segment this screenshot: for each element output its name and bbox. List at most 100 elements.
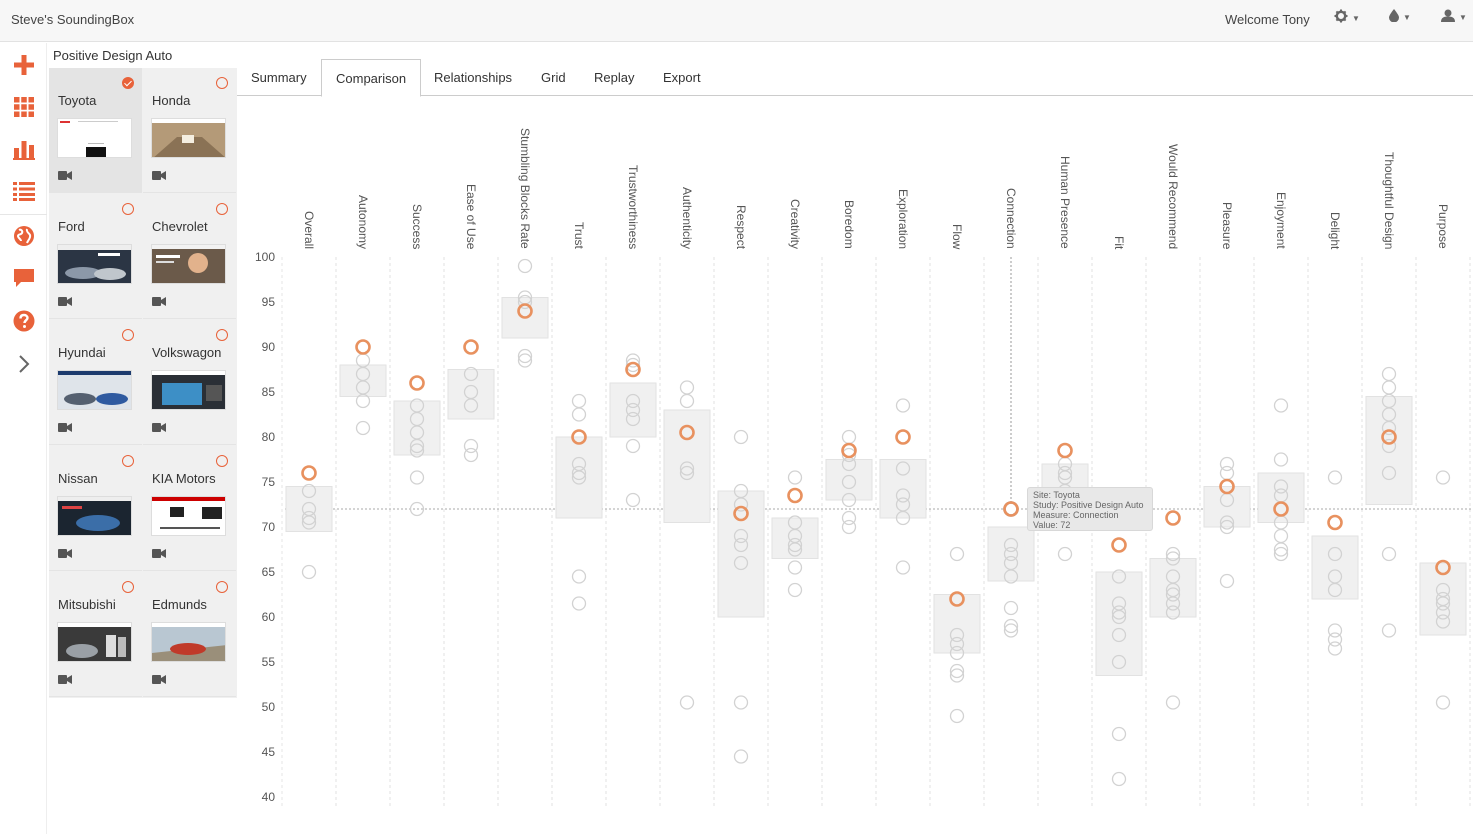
y-tick-label: 45 xyxy=(262,745,276,759)
site-card-hyundai[interactable]: Hyundai xyxy=(49,320,142,445)
video-icon[interactable] xyxy=(152,297,166,306)
site-point xyxy=(1003,546,1019,562)
video-icon[interactable] xyxy=(58,675,72,684)
site-point xyxy=(1273,546,1289,562)
grid-icon[interactable] xyxy=(0,87,47,127)
add-icon[interactable] xyxy=(0,45,47,85)
globe-icon[interactable] xyxy=(0,216,47,256)
video-icon[interactable] xyxy=(58,171,72,180)
tooltip-value: Value: 72 xyxy=(1033,520,1071,530)
site-point xyxy=(1165,587,1181,602)
site-point xyxy=(1219,465,1235,481)
site-checkbox[interactable] xyxy=(122,203,134,215)
site-point xyxy=(301,515,317,530)
drop-icon[interactable]: ▼ xyxy=(1389,9,1411,25)
tab-replay[interactable]: Replay xyxy=(594,70,635,85)
site-point xyxy=(895,488,911,503)
selected-site-point xyxy=(1111,537,1127,553)
site-point xyxy=(733,429,749,445)
distribution-box xyxy=(393,400,441,456)
site-card-kia-motors[interactable]: KIA Motors xyxy=(143,446,236,571)
site-checkbox[interactable] xyxy=(216,455,228,467)
selected-site-point xyxy=(517,303,533,319)
site-point xyxy=(571,393,587,409)
site-checkbox[interactable] xyxy=(216,203,228,215)
site-point xyxy=(1165,695,1181,710)
site-card-mitsubishi[interactable]: Mitsubishi xyxy=(49,572,142,697)
site-point xyxy=(1111,726,1127,742)
site-name: Honda xyxy=(152,93,191,108)
site-point xyxy=(787,537,803,553)
site-checkbox[interactable] xyxy=(122,455,134,467)
site-point xyxy=(841,492,857,508)
distribution-box xyxy=(447,369,495,420)
gear-icon[interactable]: ▼ xyxy=(1334,9,1360,26)
site-point xyxy=(841,519,857,535)
site-point xyxy=(895,560,911,575)
site-thumbnail xyxy=(57,622,132,662)
site-point xyxy=(625,411,641,427)
site-checkbox[interactable] xyxy=(216,77,228,89)
site-thumbnail xyxy=(57,496,132,536)
chevron-right-icon[interactable] xyxy=(0,344,47,384)
site-point xyxy=(1219,573,1235,589)
user-icon[interactable]: ▼ xyxy=(1441,9,1467,25)
selected-site-point xyxy=(571,429,587,445)
site-card-honda[interactable]: Honda xyxy=(143,68,236,193)
site-name: Toyota xyxy=(58,93,97,108)
site-point xyxy=(517,258,533,274)
site-point xyxy=(625,353,641,368)
site-checkbox[interactable] xyxy=(216,581,228,593)
tooltip-measure: Measure: Connection xyxy=(1033,510,1119,520)
site-checkbox[interactable] xyxy=(122,329,134,341)
tab-summary[interactable]: Summary xyxy=(251,70,307,85)
site-point xyxy=(895,510,911,526)
distribution-box xyxy=(555,436,603,519)
selected-site-point xyxy=(1219,478,1235,495)
site-point xyxy=(1111,654,1127,670)
site-checkbox[interactable] xyxy=(122,581,134,593)
video-icon[interactable] xyxy=(58,297,72,306)
bar-chart-icon[interactable] xyxy=(0,129,47,169)
site-card-toyota[interactable]: Toyota xyxy=(49,68,142,193)
site-point xyxy=(679,393,695,409)
site-point xyxy=(571,569,587,584)
video-icon[interactable] xyxy=(58,549,72,558)
app-title[interactable]: Steve's SoundingBox xyxy=(11,12,135,27)
site-point xyxy=(1273,452,1289,467)
site-point xyxy=(625,438,641,454)
y-tick-label: 90 xyxy=(262,340,276,354)
list-icon[interactable] xyxy=(0,171,47,211)
tab-relationships[interactable]: Relationships xyxy=(434,70,513,85)
site-point xyxy=(1327,470,1343,485)
tab-comparison[interactable]: Comparison xyxy=(321,59,422,97)
site-list: Toyota Honda Ford Chevrolet Hyundai xyxy=(49,68,237,698)
tab-export[interactable]: Export xyxy=(663,70,701,85)
site-thumbnail xyxy=(151,118,226,158)
site-checkbox[interactable] xyxy=(122,77,134,89)
site-checkbox[interactable] xyxy=(216,329,228,341)
site-card-volkswagon[interactable]: Volkswagon xyxy=(143,320,236,445)
site-name: Volkswagon xyxy=(152,345,222,360)
site-card-ford[interactable]: Ford xyxy=(49,194,142,319)
site-point xyxy=(1273,528,1289,544)
video-icon[interactable] xyxy=(152,423,166,432)
help-icon[interactable] xyxy=(0,301,47,341)
site-point xyxy=(679,465,695,481)
site-card-nissan[interactable]: Nissan xyxy=(49,446,142,571)
tab-grid[interactable]: Grid xyxy=(541,70,566,85)
video-icon[interactable] xyxy=(152,549,166,558)
video-icon[interactable] xyxy=(152,171,166,180)
video-icon[interactable] xyxy=(58,423,72,432)
site-card-chevrolet[interactable]: Chevrolet xyxy=(143,194,236,319)
site-card-edmunds[interactable]: Edmunds xyxy=(143,572,236,697)
chat-icon[interactable] xyxy=(0,258,47,298)
tooltip-study: Study: Positive Design Auto xyxy=(1033,500,1144,510)
site-point xyxy=(733,497,749,512)
site-point xyxy=(1273,398,1289,413)
site-point xyxy=(409,443,425,458)
site-point xyxy=(733,695,749,710)
site-point xyxy=(787,542,803,557)
video-icon[interactable] xyxy=(152,675,166,684)
y-tick-label: 65 xyxy=(262,565,276,579)
